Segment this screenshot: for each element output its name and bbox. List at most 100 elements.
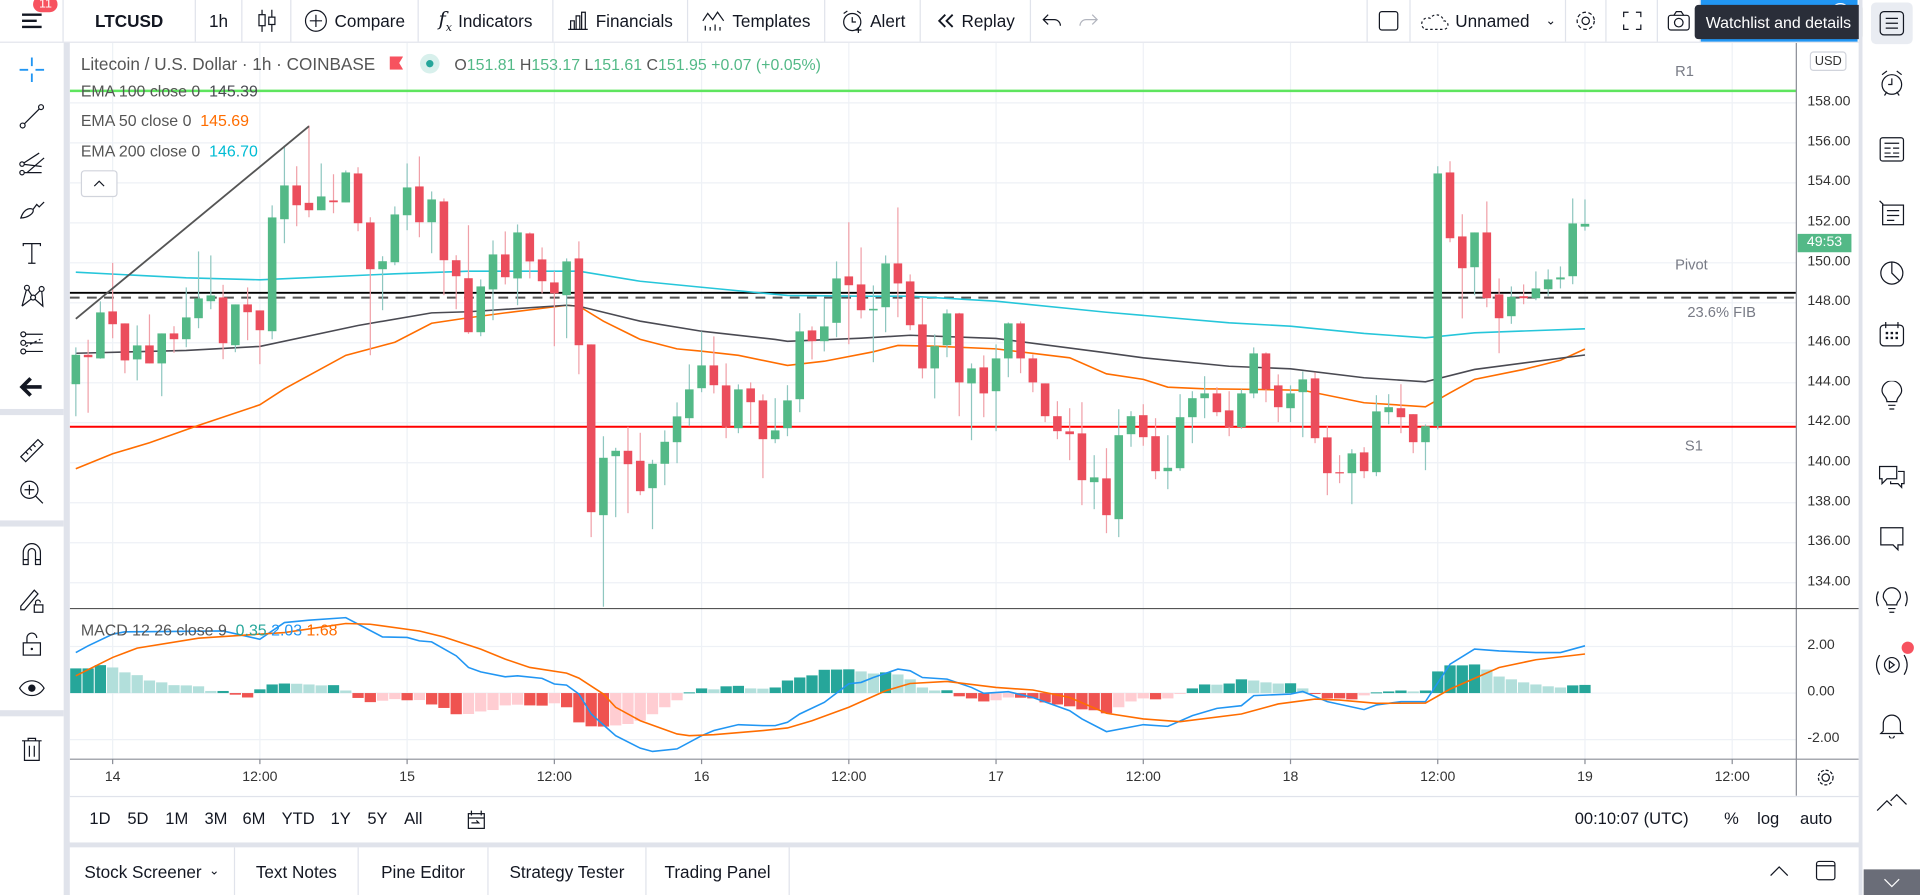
range-5d[interactable]: 5D [127,809,149,828]
go-to-date-icon[interactable] [467,809,487,830]
brush-tool[interactable] [12,190,51,227]
watchlist-button[interactable] [1871,2,1913,45]
chart-area[interactable] [69,42,1859,842]
ema100-legend[interactable]: EMA 100 close 0 145.39 [81,82,258,100]
symbol-search[interactable]: LTCUSD [64,0,196,42]
settings-button[interactable] [1566,0,1607,42]
replay-button[interactable]: Replay [921,0,1032,42]
undo-icon[interactable] [1041,12,1061,29]
expand-panel-icon[interactable] [1769,864,1789,876]
candle [1224,391,1234,437]
drawing-toolbar [0,42,64,895]
pitchfork-tool[interactable] [12,144,51,181]
range-1d[interactable]: 1D [89,809,111,828]
fullscreen-button[interactable] [1607,0,1658,42]
range-3m[interactable]: 3M [204,809,228,828]
maximize-panel-icon[interactable] [1815,860,1837,882]
streams-button[interactable] [1871,641,1914,686]
auto-toggle[interactable]: auto [1800,809,1833,828]
candle [1126,411,1136,447]
remove-drawings-tool[interactable] [12,731,51,768]
ema200-legend[interactable]: EMA 200 close 0 146.70 [81,142,258,160]
tab-trading-panel[interactable]: Trading Panel [647,847,790,895]
lock-all-tool[interactable] [12,626,51,663]
bell-icon [1879,714,1905,739]
pattern-tool[interactable] [12,278,51,315]
macd-legend[interactable]: MACD 12 26 close 9 0.35 2.03 1.68 [81,621,338,639]
range-all[interactable]: All [404,809,423,828]
range-1m[interactable]: 1M [165,809,189,828]
range-5y[interactable]: 5Y [367,809,388,828]
lock-drawings-tool[interactable] [12,582,51,619]
data-window-button[interactable] [1871,192,1913,234]
tooltip: Watchlist and details [1694,4,1863,40]
notifications-button[interactable] [1871,704,1913,746]
candle-body [1286,393,1295,409]
financials-button[interactable]: Financials [553,0,689,42]
interval-select[interactable]: 1h [196,0,243,42]
trendline-drawing[interactable] [75,125,310,320]
sidebar-divider [1858,0,1863,895]
zoom-tool[interactable] [12,474,51,511]
prediction-tool[interactable] [12,324,51,361]
tab-text-notes[interactable]: Text Notes [235,847,359,895]
currency-label[interactable]: USD [1809,51,1847,72]
range-ytd[interactable]: YTD [281,809,315,828]
candle [280,145,289,244]
range-6m[interactable]: 6M [242,809,266,828]
ema50-legend[interactable]: EMA 50 close 0 145.69 [81,111,249,129]
chart-type-button[interactable] [242,0,292,42]
back-arrow-tool[interactable] [12,369,51,406]
crosshair-tool[interactable] [12,51,51,88]
chats-button[interactable] [1871,457,1913,499]
scroll-down-button[interactable] [1863,869,1920,895]
measure-tool[interactable] [12,432,51,469]
alert-button[interactable]: Alert [825,0,921,42]
redo-icon[interactable] [1078,12,1098,29]
macd-histogram-bar [1039,693,1051,703]
magnet-tool[interactable] [12,535,51,572]
candle-body [967,368,976,384]
chevron-down-icon[interactable]: ⌄ [208,864,220,878]
tab-stock-screener[interactable]: Stock Screener ⌄ [70,847,236,895]
candle-body [586,344,596,513]
trend-line-tool[interactable] [12,98,51,135]
templates-button[interactable]: Templates [688,0,826,42]
tab-pine-editor[interactable]: Pine Editor [359,847,489,895]
text-tool[interactable] [12,235,51,272]
chart-canvas[interactable] [69,42,1859,796]
log-toggle[interactable]: log [1757,809,1780,828]
private-chats-button[interactable] [1871,518,1913,560]
hide-drawings-tool[interactable] [12,670,51,707]
compare-button[interactable]: Compare [291,0,419,42]
news-button[interactable] [1871,129,1913,171]
calendar-button[interactable] [1871,313,1913,355]
layout-name-button[interactable]: Unnamed ⌄ [1411,0,1567,42]
low-value: 151.61 [593,55,643,74]
alerts-button[interactable] [1871,62,1913,104]
clock[interactable]: 00:10:07 (UTC) [1574,809,1689,828]
macd-histogram-bar [904,679,916,694]
ideas-stream-button[interactable] [1871,579,1913,621]
collapse-legend-button[interactable] [80,170,118,198]
collapse-sidebar-button[interactable] [1871,781,1913,823]
main-menu-button[interactable]: 11 [0,0,64,42]
percent-toggle[interactable]: % [1724,809,1739,828]
candle [1470,232,1479,296]
candle-body [120,323,130,361]
hotlists-button[interactable] [1871,251,1913,293]
candle-body [439,201,449,261]
select-layout-button[interactable] [1366,0,1411,42]
tab-strategy-tester[interactable]: Strategy Tester [489,847,647,895]
time-tick-label: 12:00 [1714,770,1750,785]
macd-histogram-bar [916,687,929,694]
indicators-button[interactable]: fx Indicators [419,0,554,42]
candle [218,284,228,360]
range-1y[interactable]: 1Y [330,809,351,828]
chart-settings-gear-icon[interactable] [1816,768,1836,788]
flag-icon[interactable] [389,56,404,70]
candle [905,274,915,331]
macd-histogram-bar [1186,688,1198,694]
ideas-button[interactable] [1871,375,1913,417]
